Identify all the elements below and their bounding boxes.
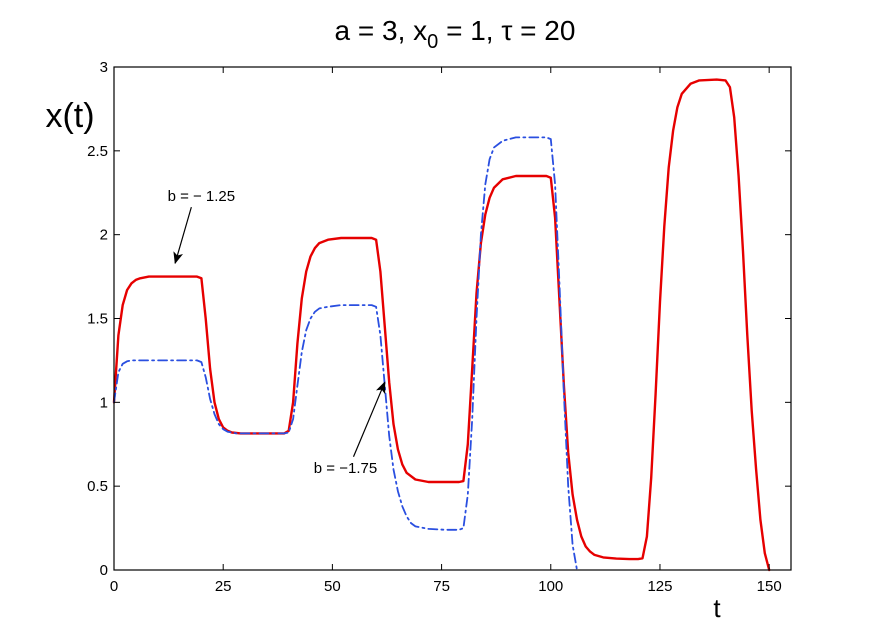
x-tick-label: 50 xyxy=(324,578,341,595)
x-tick-label: 0 xyxy=(110,578,118,595)
x-tick-label: 125 xyxy=(647,578,672,595)
annotation-arrow-1 xyxy=(173,206,192,265)
x-axis-label: t xyxy=(713,593,721,623)
annotation-label-1: b = − 1.25 xyxy=(168,188,236,205)
y-tick-label: 2.5 xyxy=(87,143,108,160)
x-tick-label: 100 xyxy=(538,578,563,595)
x-tick-label: 150 xyxy=(757,578,782,595)
annotation-arrow-2 xyxy=(352,381,386,457)
plot-frame xyxy=(113,66,792,571)
y-axis-label: x(t) xyxy=(45,97,94,135)
y-tick-label: 1 xyxy=(100,394,108,411)
y-tick-label: 3 xyxy=(100,59,108,76)
x-tick-label: 75 xyxy=(433,578,450,595)
chart-title: a = 3, x0 = 1, τ = 20 xyxy=(335,15,576,53)
series-layer xyxy=(112,78,771,572)
y-tick-label: 1.5 xyxy=(87,311,108,328)
y-tick-label: 2 xyxy=(100,227,108,244)
ticks-layer: 0 25 50 75 100 125 150 0 0.5 1 1.5 2 2.5 3 xyxy=(87,59,791,595)
series-line-2 xyxy=(113,136,578,571)
y-tick-label: 0 xyxy=(100,562,108,579)
series-line-1 xyxy=(112,78,771,572)
x-tick-label: 25 xyxy=(215,578,232,595)
annotation-label-2: b = −1.75 xyxy=(314,460,377,477)
annotation-layer: b = − 1.25 b = −1.75 xyxy=(168,188,386,477)
y-tick-label: 0.5 xyxy=(87,478,108,495)
